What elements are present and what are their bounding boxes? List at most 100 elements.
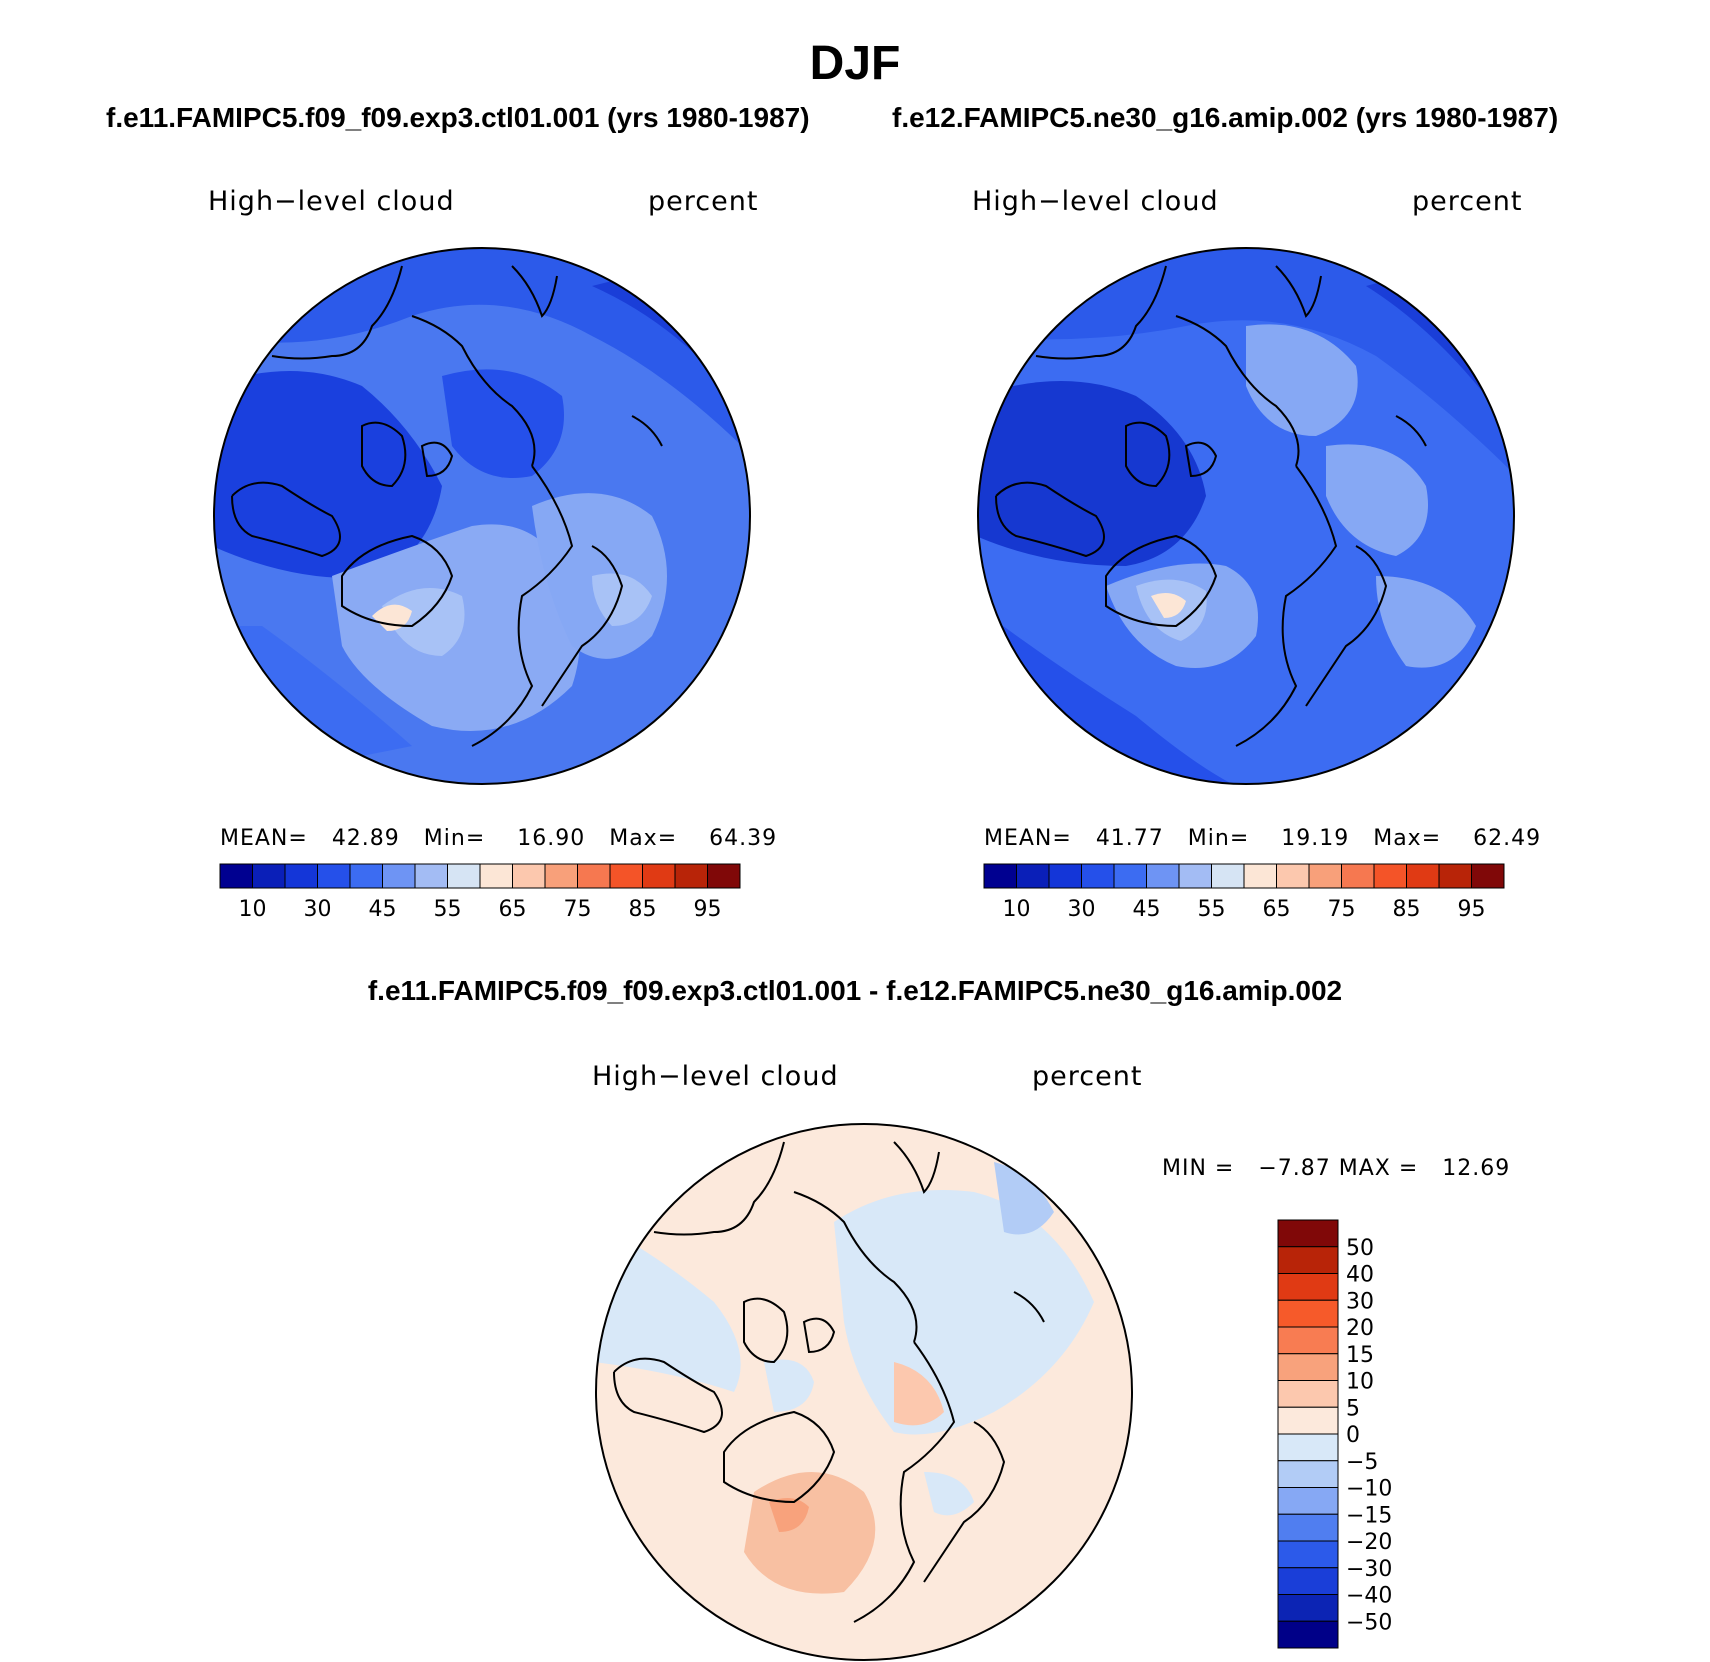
max-label-diff: MAX = xyxy=(1338,1156,1419,1181)
max-label-left: Max= xyxy=(609,826,678,851)
colorbar-difference-tick-label: 40 xyxy=(1346,1263,1374,1288)
colorbar-left-swatch-7 xyxy=(447,863,481,889)
colorbar-difference-tick-label: −40 xyxy=(1346,1584,1392,1609)
colorbar-left-swatch-12 xyxy=(609,863,643,889)
polar-map-difference xyxy=(595,1123,1133,1661)
case-title-left: f.e11.FAMIPC5.f09_f09.exp3.ctl01.001 (yr… xyxy=(106,102,810,133)
colorbar-right-swatch-2 xyxy=(1048,863,1082,889)
units-label-left: percent xyxy=(648,186,759,217)
min-label-right: Min= xyxy=(1187,826,1250,851)
max-value-right: 62.49 xyxy=(1473,826,1542,851)
colorbar-left-swatch-4 xyxy=(349,863,383,889)
case-title-right: f.e12.FAMIPC5.ne30_g16.amip.002 (yrs 198… xyxy=(892,102,1559,133)
colorbar-left-swatch-9 xyxy=(512,863,546,889)
max-value-left: 64.39 xyxy=(709,826,778,851)
max-label-right: Max= xyxy=(1373,826,1442,851)
difference-field xyxy=(596,1124,1132,1660)
units-label-diff: percent xyxy=(1032,1061,1143,1092)
colorbar-right-swatch-1 xyxy=(1016,863,1050,889)
colorbar-difference-swatch-10 xyxy=(1277,1487,1339,1515)
colorbar-right-tick-label: 45 xyxy=(1133,897,1161,922)
colorbar-difference-swatch-13 xyxy=(1277,1567,1339,1595)
variable-label-left: High−level cloud xyxy=(208,186,455,217)
colorbar-right-tick-label: 10 xyxy=(1003,897,1031,922)
colorbar-left-swatch-5 xyxy=(382,863,416,889)
colorbar-right-swatch-15 xyxy=(1471,863,1505,889)
colorbar-right-tick-label: 95 xyxy=(1458,897,1486,922)
colorbar-left-swatch-2 xyxy=(284,863,318,889)
colorbar-right-tick-label: 65 xyxy=(1263,897,1291,922)
colorbar-left-tick-label: 85 xyxy=(629,897,657,922)
colorbar-difference-swatch-14 xyxy=(1277,1594,1339,1622)
min-value-left: 16.90 xyxy=(517,826,586,851)
variable-label-right: High−level cloud xyxy=(972,186,1219,217)
colorbar-difference-swatch-5 xyxy=(1277,1353,1339,1381)
coastlines-difference xyxy=(613,1141,1045,1623)
colorbar-right-swatch-12 xyxy=(1373,863,1407,889)
colorbar-right-tick-label: 85 xyxy=(1393,897,1421,922)
colorbar-difference-tick-label: 5 xyxy=(1346,1396,1360,1421)
min-value-right: 19.19 xyxy=(1281,826,1350,851)
colorbar-difference-swatch-12 xyxy=(1277,1540,1339,1569)
colorbar-right-swatch-5 xyxy=(1146,863,1180,889)
polar-map-test xyxy=(977,247,1515,785)
colorbar-right-swatch-13 xyxy=(1406,863,1440,889)
coastlines-control xyxy=(231,265,663,747)
colorbar-left-swatch-3 xyxy=(317,863,351,889)
colorbar-left-swatch-14 xyxy=(674,863,708,889)
colorbar-right-swatch-8 xyxy=(1243,863,1277,889)
colorbar-left-swatch-10 xyxy=(544,863,578,889)
min-value-diff: −7.87 xyxy=(1258,1156,1331,1181)
colorbar-difference-swatch-8 xyxy=(1277,1433,1339,1462)
cloud-field-control xyxy=(214,248,750,784)
colorbar-left-swatch-15 xyxy=(707,863,741,889)
colorbar-difference-tick-label: 30 xyxy=(1346,1289,1374,1314)
colorbar-left: 10 30 45 55 65 75 85 95 xyxy=(219,863,741,922)
map-border-test xyxy=(977,247,1515,785)
colorbar-difference-swatch-2 xyxy=(1277,1273,1339,1301)
main-title: DJF xyxy=(809,37,901,90)
colorbar-right-tick-label: 30 xyxy=(1068,897,1096,922)
mean-label-right: MEAN= xyxy=(984,826,1072,851)
colorbar-difference-tick-label: 15 xyxy=(1346,1343,1374,1368)
colorbar-difference-swatch-0 xyxy=(1277,1219,1339,1248)
colorbar-difference-tick-label: −10 xyxy=(1346,1477,1392,1502)
colorbar-left-tick-label: 75 xyxy=(564,897,592,922)
variable-label-diff: High−level cloud xyxy=(592,1061,839,1092)
map-border-control xyxy=(213,247,751,785)
colorbar-left-swatch-6 xyxy=(414,863,448,889)
colorbar-right-tick-label: 55 xyxy=(1198,897,1226,922)
colorbar-difference-tick-label: −20 xyxy=(1346,1530,1392,1555)
stats-right: MEAN= 41.77 Min= 19.19 Max= 62.49 xyxy=(984,826,1541,851)
colorbar-right-swatch-3 xyxy=(1081,863,1115,889)
colorbar-right-swatch-10 xyxy=(1308,863,1342,889)
colorbar-difference-tick-label: 10 xyxy=(1346,1370,1374,1395)
colorbar-difference-swatch-4 xyxy=(1277,1326,1339,1355)
colorbar-right-swatch-7 xyxy=(1211,863,1245,889)
mean-label-left: MEAN= xyxy=(220,826,308,851)
min-label-diff: MIN = xyxy=(1162,1156,1235,1181)
colorbar-left-swatch-11 xyxy=(577,863,611,889)
colorbar-difference-swatch-6 xyxy=(1277,1380,1339,1408)
stats-diff: MIN = −7.87 MAX = 12.69 xyxy=(1162,1156,1510,1181)
colorbar-right-swatch-14 xyxy=(1438,863,1472,889)
colorbar-difference-swatch-11 xyxy=(1277,1513,1339,1542)
colorbar-left-tick-label: 95 xyxy=(694,897,722,922)
max-value-diff: 12.69 xyxy=(1442,1156,1511,1181)
colorbar-difference-tick-label: 0 xyxy=(1346,1423,1360,1448)
colorbar-difference-swatch-3 xyxy=(1277,1299,1339,1328)
colorbar-difference-swatch-1 xyxy=(1277,1246,1339,1274)
colorbar-difference-swatch-7 xyxy=(1277,1406,1339,1435)
mean-value-right: 41.77 xyxy=(1095,826,1164,851)
coastlines-test xyxy=(995,265,1427,747)
colorbar-difference-tick-label: 20 xyxy=(1346,1316,1374,1341)
difference-title: f.e11.FAMIPC5.f09_f09.exp3.ctl01.001 - f… xyxy=(367,975,1343,1006)
mean-value-left: 42.89 xyxy=(331,826,400,851)
colorbar-right-swatch-6 xyxy=(1178,863,1212,889)
colorbar-difference-swatch-9 xyxy=(1277,1460,1339,1488)
colorbar-difference-tick-label: −5 xyxy=(1346,1450,1378,1475)
colorbar-left-tick-label: 65 xyxy=(499,897,527,922)
colorbar-difference-tick-label: 50 xyxy=(1346,1236,1374,1261)
colorbar-left-swatch-8 xyxy=(479,863,513,889)
